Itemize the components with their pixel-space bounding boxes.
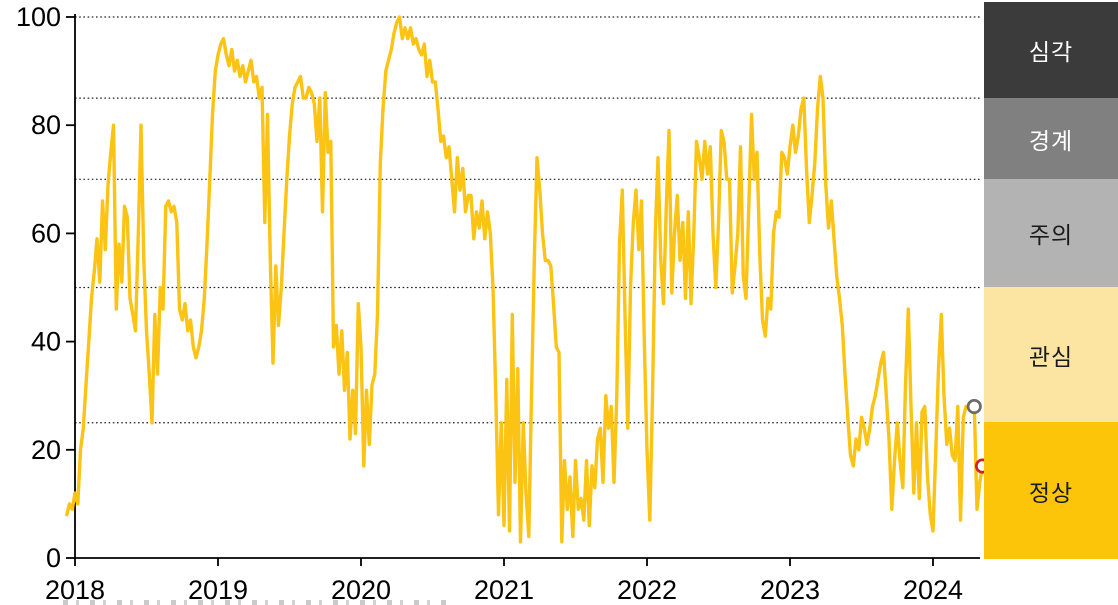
- svg-text:20: 20: [31, 435, 61, 465]
- svg-text:2023: 2023: [760, 575, 820, 605]
- svg-text:2020: 2020: [331, 575, 391, 605]
- svg-text:40: 40: [31, 327, 61, 357]
- svg-text:2022: 2022: [617, 575, 677, 605]
- svg-text:0: 0: [46, 543, 61, 573]
- risk-band-label: 관심: [1028, 343, 1074, 370]
- svg-text:80: 80: [31, 110, 61, 140]
- risk-band-label: 정상: [1028, 479, 1074, 506]
- svg-text:100: 100: [16, 2, 61, 32]
- risk-band-severe: 심각: [984, 2, 1118, 98]
- risk-band-label: 심각: [1028, 39, 1074, 65]
- svg-text:2018: 2018: [45, 575, 105, 605]
- svg-text:60: 60: [31, 218, 61, 248]
- clipped-content-sliver: [63, 600, 453, 605]
- risk-band-normal: 정상: [984, 422, 1118, 559]
- svg-text:2024: 2024: [903, 575, 963, 605]
- risk-band-caution: 주의: [984, 179, 1118, 287]
- risk-band-alert: 경계: [984, 98, 1118, 179]
- risk-band-label: 경계: [1028, 127, 1074, 154]
- risk-band-label: 주의: [1028, 222, 1074, 248]
- svg-text:2019: 2019: [188, 575, 248, 605]
- risk-band-attention: 관심: [984, 287, 1118, 422]
- svg-text:2021: 2021: [474, 575, 534, 605]
- risk-level-legend: 심각 경계 주의 관심 정상: [984, 2, 1118, 559]
